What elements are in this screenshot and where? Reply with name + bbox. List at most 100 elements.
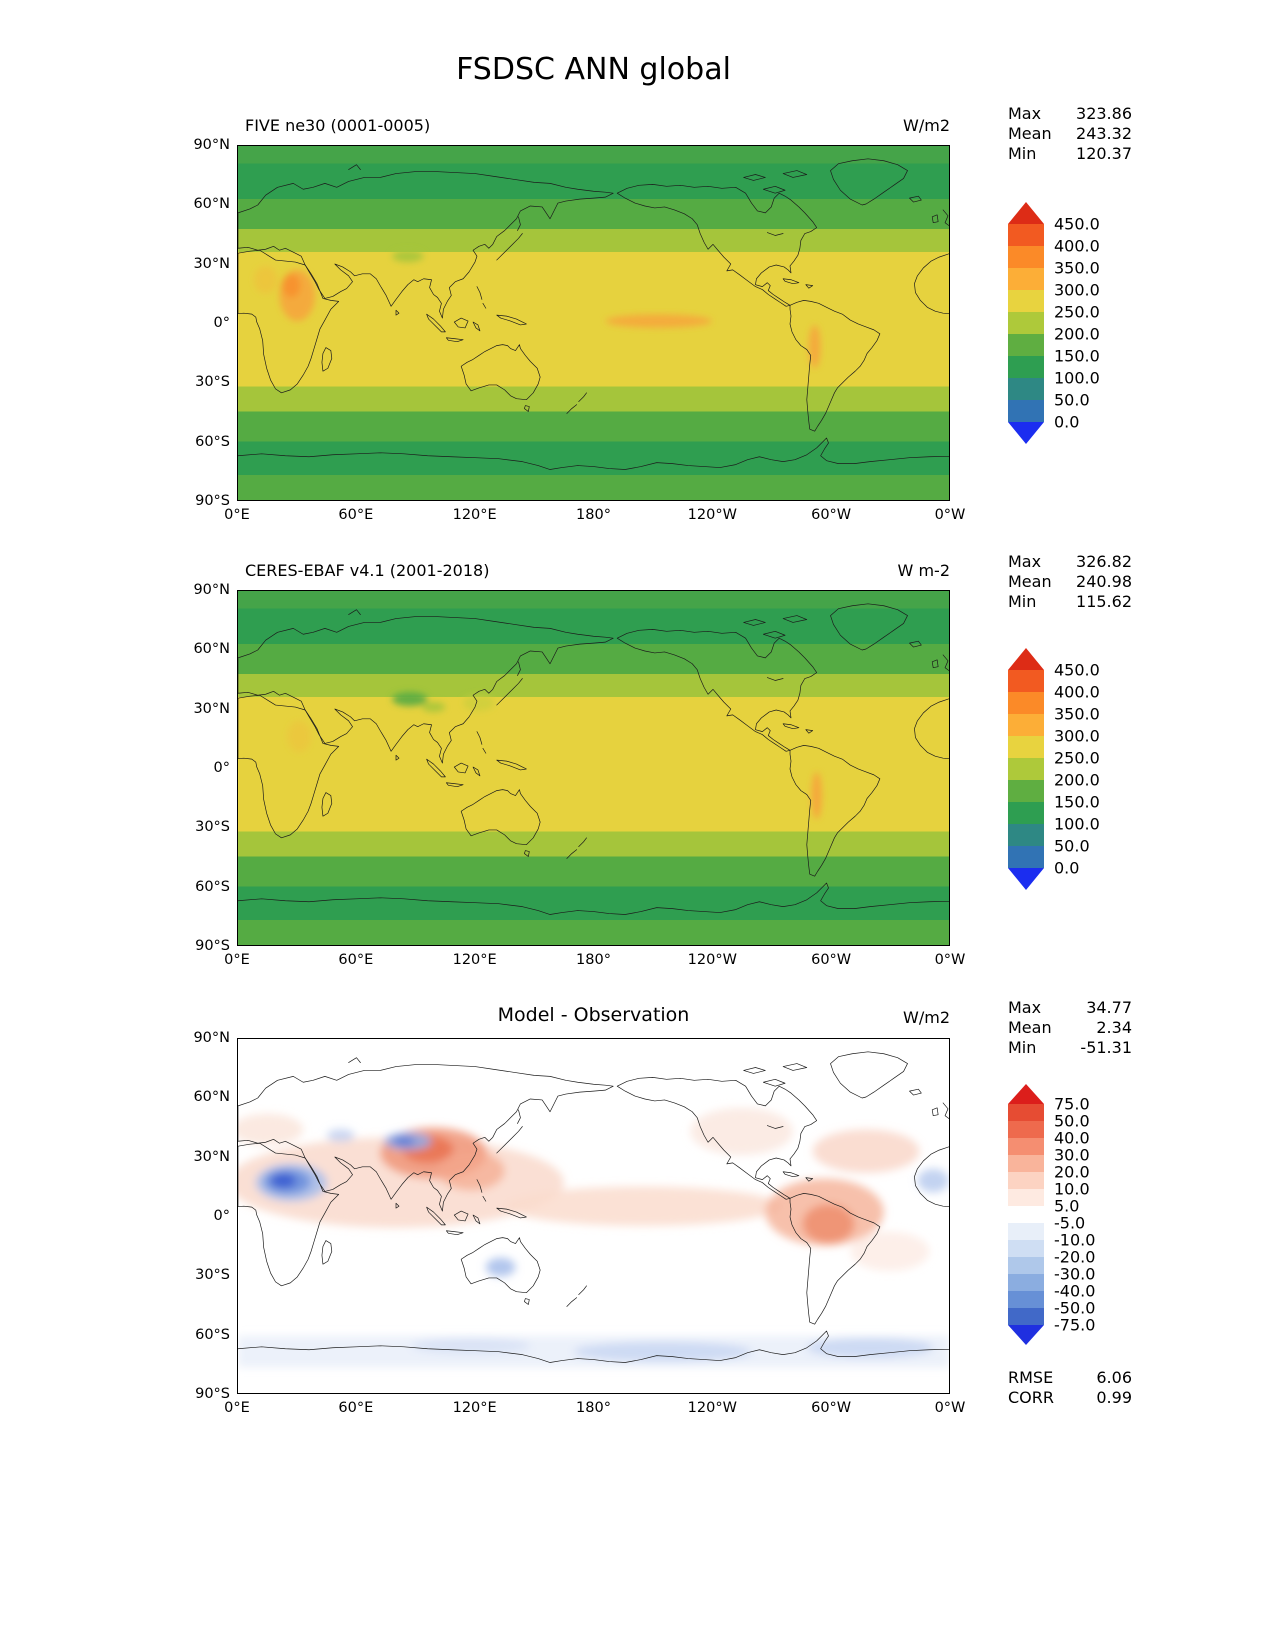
colorbar-segment <box>1008 1257 1044 1274</box>
colorbar-segment <box>1008 1206 1044 1223</box>
colorbar-segment <box>1008 802 1044 824</box>
map-obs <box>237 590 950 946</box>
colorbar-sequential: 450.0 400.0 350.0 300.0 250.0 200.0 150.0 100.0… <box>1008 648 1148 890</box>
colorbar-arrow-bottom <box>1008 868 1044 890</box>
lon-tick-label: 0°E <box>224 952 250 968</box>
colorbar-tick-label: 250.0 <box>1054 302 1100 322</box>
colorbar-tick-label: 400.0 <box>1054 236 1100 256</box>
stat-row: Mean 240.98 <box>1008 572 1132 592</box>
panel-units: W/m2 <box>903 1008 950 1027</box>
colorbar-tick-label: 50.0 <box>1054 1111 1090 1131</box>
lon-tick-label: 0°W <box>934 507 966 523</box>
colorbar-tick-label: -20.0 <box>1054 1247 1096 1267</box>
colorbar-tick-label: 450.0 <box>1054 660 1100 680</box>
lat-tick-label: 90°S <box>195 1385 230 1402</box>
colorbar-tick-label: 10.0 <box>1054 1179 1090 1199</box>
stats-block: Max 34.77 Mean 2.34 Min -51.31 <box>1008 998 1132 1058</box>
stat-value: 240.98 <box>1076 572 1132 591</box>
colorbar-segment <box>1008 670 1044 692</box>
panel-title: FIVE ne30 (0001-0005) <box>245 116 431 135</box>
lon-tick-label: 120°W <box>687 1400 737 1416</box>
stat-row: Max 323.86 <box>1008 104 1132 124</box>
colorbar-tick-label: 400.0 <box>1054 682 1100 702</box>
colorbar-tick-label: -50.0 <box>1054 1298 1096 1318</box>
colorbar-segment <box>1008 758 1044 780</box>
colorbar-tick-label: 150.0 <box>1054 792 1100 812</box>
colorbar-tick-label: -30.0 <box>1054 1264 1096 1284</box>
stat-value: -51.31 <box>1080 1038 1132 1057</box>
map-model-canvas <box>238 146 949 500</box>
lat-tick-label: 90°N <box>193 582 230 598</box>
colorbar-segment <box>1008 1189 1044 1206</box>
colorbar-tick-label: 100.0 <box>1054 814 1100 834</box>
colorbar-segment <box>1008 290 1044 312</box>
colorbar-segment <box>1008 736 1044 758</box>
metric-value: 6.06 <box>1096 1368 1132 1387</box>
panel-title: Model - Observation <box>497 1004 690 1026</box>
colorbar-arrow-top <box>1008 1084 1044 1104</box>
lon-tick-label: 120°E <box>452 1400 497 1416</box>
lat-tick-label: 60°S <box>195 433 230 450</box>
colorbar-arrow-top <box>1008 202 1044 224</box>
stat-label: Max <box>1008 552 1042 571</box>
lon-tick-label: 60°W <box>811 1400 852 1416</box>
colorbar-tick-label: 350.0 <box>1054 258 1100 278</box>
colorbar-segment <box>1008 1291 1044 1308</box>
stat-value: 2.34 <box>1096 1018 1132 1037</box>
lat-tick-label: 60°N <box>193 1089 230 1106</box>
colorbar-segment <box>1008 1223 1044 1240</box>
lat-tick-label: 90°N <box>193 1030 230 1046</box>
colorbar-segment <box>1008 1138 1044 1155</box>
lon-tick-label: 0°E <box>224 507 250 523</box>
colorbar-segment <box>1008 312 1044 334</box>
colorbar-tick-label: 200.0 <box>1054 324 1100 344</box>
colorbar-tick-label: -5.0 <box>1054 1213 1086 1233</box>
colorbar-arrow-top <box>1008 648 1044 670</box>
colorbar-segment <box>1008 378 1044 400</box>
lat-tick-label: 0° <box>213 759 230 776</box>
colorbar-segment <box>1008 780 1044 802</box>
colorbar-tick-label: 100.0 <box>1054 368 1100 388</box>
colorbar-segment <box>1008 1308 1044 1325</box>
metric-label: RMSE <box>1008 1368 1054 1387</box>
map-diff-canvas <box>238 1039 949 1393</box>
lat-tick-label: 90°S <box>195 937 230 954</box>
colorbar-tick-label: 0.0 <box>1054 412 1080 432</box>
colorbar-arrow-bottom <box>1008 1325 1044 1345</box>
lon-tick-label: 120°E <box>452 507 497 523</box>
colorbar-segment <box>1008 846 1044 868</box>
metric-label: CORR <box>1008 1388 1054 1407</box>
colorbar-tick-label: 30.0 <box>1054 1145 1090 1165</box>
colorbar-tick-label: 350.0 <box>1054 704 1100 724</box>
stat-row: Min -51.31 <box>1008 1038 1132 1058</box>
map-diff <box>237 1038 950 1394</box>
colorbar-tick-label: -10.0 <box>1054 1230 1096 1250</box>
colorbar-tick-label: 20.0 <box>1054 1162 1090 1182</box>
lat-axis: 90°N 60°N 30°N 0° 30°S 60°S 90°S <box>150 581 230 955</box>
lon-tick-label: 60°E <box>338 952 374 968</box>
colorbar-segment <box>1008 1155 1044 1172</box>
contour-anomaly-patches <box>287 692 822 820</box>
lat-tick-label: 60°N <box>193 641 230 658</box>
colorbar-segment <box>1008 400 1044 422</box>
lon-tick-label: 120°W <box>687 507 737 523</box>
lat-axis: 90°N 60°N 30°N 0° 30°S 60°S 90°S <box>150 1029 230 1403</box>
lat-tick-label: 60°S <box>195 878 230 895</box>
metrics-block: RMSE 6.06 CORR 0.99 <box>1008 1368 1132 1408</box>
lat-tick-label: 30°N <box>193 700 230 717</box>
metric-value: 0.99 <box>1096 1388 1132 1407</box>
lat-axis: 90°N 60°N 30°N 0° 30°S 60°S 90°S <box>150 136 230 510</box>
figure-title: FSDSC ANN global <box>456 52 731 87</box>
lon-tick-label: 180° <box>576 507 611 523</box>
colorbar-segment <box>1008 1104 1044 1121</box>
lat-tick-label: 0° <box>213 314 230 331</box>
metric-row: RMSE 6.06 <box>1008 1368 1132 1388</box>
lon-tick-label: 120°E <box>452 952 497 968</box>
colorbar-arrow-bottom <box>1008 422 1044 444</box>
lon-tick-label: 120°W <box>687 952 737 968</box>
lon-tick-label: 180° <box>576 952 611 968</box>
stats-block: Max 326.82 Mean 240.98 Min 115.62 <box>1008 552 1132 612</box>
stat-label: Min <box>1008 592 1037 611</box>
lon-tick-label: 0°W <box>934 1400 966 1416</box>
colorbar-tick-label: 200.0 <box>1054 770 1100 790</box>
